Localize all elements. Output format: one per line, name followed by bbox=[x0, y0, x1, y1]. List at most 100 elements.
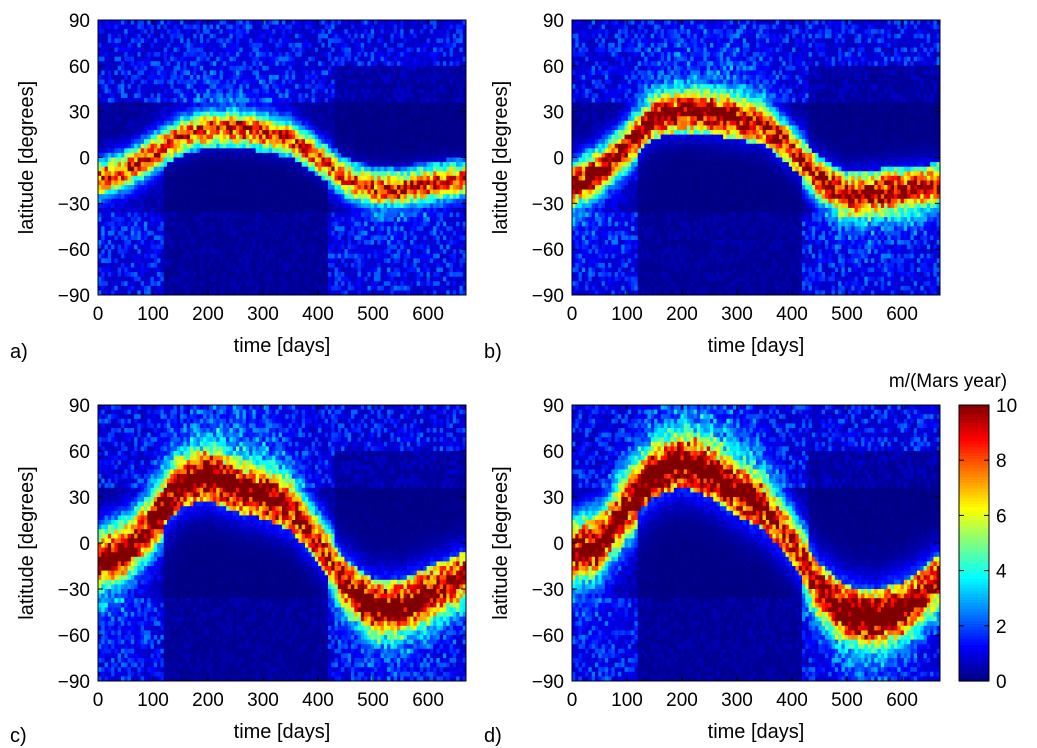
colorbar-cell bbox=[959, 531, 989, 535]
colorbar-cell bbox=[959, 429, 989, 433]
colorbar-cell bbox=[959, 492, 989, 496]
colorbar-tick-label: 0 bbox=[996, 672, 1007, 693]
colorbar-cell bbox=[959, 630, 989, 634]
y-axis-label: latitude [degrees] bbox=[16, 81, 38, 234]
y-tick-label: 90 bbox=[543, 396, 564, 417]
colorbar-cell bbox=[959, 483, 989, 487]
y-axis-label: latitude [degrees] bbox=[16, 466, 38, 619]
colorbar-cell bbox=[959, 537, 989, 541]
x-tick-label: 400 bbox=[776, 304, 808, 325]
colorbar-cell bbox=[959, 525, 989, 529]
colorbar-cell bbox=[959, 624, 989, 628]
y-tick-label: 90 bbox=[69, 11, 90, 32]
y-tick-label: 0 bbox=[553, 534, 564, 555]
x-tick-label: 400 bbox=[302, 304, 334, 325]
colorbar-cell bbox=[959, 441, 989, 445]
colorbar-cell bbox=[959, 609, 989, 613]
x-tick-label: 300 bbox=[247, 690, 279, 711]
colorbar-cell bbox=[959, 405, 989, 409]
y-tick-label: −30 bbox=[58, 194, 90, 215]
colorbar-cell bbox=[959, 438, 989, 442]
x-tick-label: 500 bbox=[831, 304, 863, 325]
x-tick-label: 500 bbox=[357, 304, 389, 325]
colorbar-cell bbox=[959, 489, 989, 493]
colorbar-cell bbox=[959, 534, 989, 538]
colorbar-cell bbox=[959, 468, 989, 472]
panel-a: 0 100 200 300 400 500 600 −90 −60 −30 0 30 60 90 time … bbox=[10, 11, 467, 363]
colorbar-cell bbox=[959, 465, 989, 469]
x-tick-label: 100 bbox=[611, 690, 643, 711]
colorbar-cell bbox=[959, 633, 989, 637]
colorbar-cell bbox=[959, 474, 989, 478]
colorbar-cell bbox=[959, 567, 989, 571]
y-tick-label: 90 bbox=[543, 11, 564, 32]
x-tick-label: 200 bbox=[192, 690, 224, 711]
colorbar-cell bbox=[959, 603, 989, 607]
heatmap bbox=[98, 20, 466, 295]
y-tick-label: 30 bbox=[543, 488, 564, 509]
colorbar-cell bbox=[959, 420, 989, 424]
colorbar-cell bbox=[959, 522, 989, 526]
colorbar-cell bbox=[959, 423, 989, 427]
panel-label: d) bbox=[484, 725, 502, 747]
colorbar-frame bbox=[958, 404, 990, 682]
colorbar-cell bbox=[959, 573, 989, 577]
x-tick-label: 0 bbox=[93, 304, 104, 325]
colorbar-cell bbox=[959, 639, 989, 643]
y-tick-label: 60 bbox=[543, 442, 564, 463]
colorbar-cell bbox=[959, 471, 989, 475]
colorbar-cell bbox=[959, 486, 989, 490]
heatmap bbox=[98, 405, 466, 681]
y-tick-label: −60 bbox=[58, 626, 90, 647]
y-axis-label: latitude [degrees] bbox=[490, 466, 512, 619]
x-tick-label: 100 bbox=[137, 304, 169, 325]
x-axis-label: time [days] bbox=[234, 335, 331, 357]
colorbar-cell bbox=[959, 462, 989, 466]
colorbar-cell bbox=[959, 618, 989, 622]
colorbar-cell bbox=[959, 456, 989, 460]
colorbar-cell bbox=[959, 459, 989, 463]
colorbar-cell bbox=[959, 663, 989, 667]
colorbar-cell bbox=[959, 414, 989, 418]
panel-label: c) bbox=[10, 725, 27, 747]
y-tick-label: −90 bbox=[58, 672, 90, 693]
colorbar-cell bbox=[959, 495, 989, 499]
colorbar-cell bbox=[959, 558, 989, 562]
colorbar-cell bbox=[959, 669, 989, 673]
y-tick-label: −30 bbox=[58, 580, 90, 601]
colorbar-cell bbox=[959, 549, 989, 553]
colorbar-cell bbox=[959, 591, 989, 595]
colorbar-cell bbox=[959, 606, 989, 610]
colorbar-cell bbox=[959, 450, 989, 454]
colorbar-ticks: 0 2 4 6 8 10 bbox=[959, 396, 1017, 693]
x-tick-label: 400 bbox=[302, 690, 334, 711]
colorbar-cell bbox=[959, 513, 989, 517]
panel-d: 0 100 200 300 400 500 600 −90 −60 −30 0 30 60 90 time … bbox=[484, 396, 941, 747]
colorbar-cell bbox=[959, 540, 989, 544]
colorbar-cell bbox=[959, 600, 989, 604]
colorbar-cell bbox=[959, 615, 989, 619]
x-tick-label: 600 bbox=[886, 690, 918, 711]
colorbar-tick-label: 8 bbox=[996, 451, 1007, 472]
colorbar-cell bbox=[959, 612, 989, 616]
colorbar-cell bbox=[959, 417, 989, 421]
x-tick-label: 0 bbox=[93, 690, 104, 711]
colorbar-cell bbox=[959, 660, 989, 664]
colorbar-tick-label: 4 bbox=[996, 562, 1007, 583]
colorbar-cell bbox=[959, 597, 989, 601]
colorbar-cell bbox=[959, 648, 989, 652]
colorbar-tick-label: 2 bbox=[996, 617, 1007, 638]
colorbar-cell bbox=[959, 477, 989, 481]
x-tick-label: 600 bbox=[886, 304, 918, 325]
colorbar-cell bbox=[959, 435, 989, 439]
x-axis-label: time [days] bbox=[708, 335, 805, 357]
colorbar-cell bbox=[959, 666, 989, 670]
y-tick-label: −90 bbox=[532, 672, 564, 693]
colorbar-cell bbox=[959, 504, 989, 508]
x-tick-label: 200 bbox=[192, 304, 224, 325]
y-tick-label: −60 bbox=[532, 626, 564, 647]
x-tick-label: 300 bbox=[247, 304, 279, 325]
colorbar-cell bbox=[959, 507, 989, 511]
colorbar-cell bbox=[959, 657, 989, 661]
y-tick-label: 30 bbox=[69, 103, 90, 124]
